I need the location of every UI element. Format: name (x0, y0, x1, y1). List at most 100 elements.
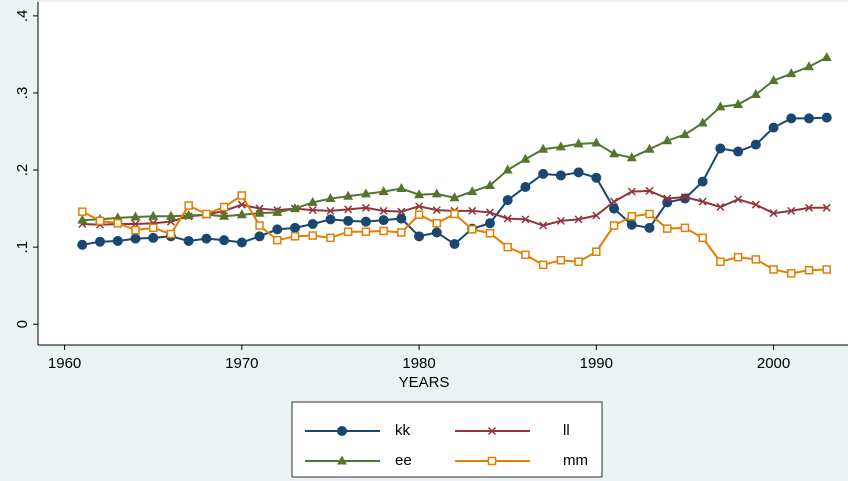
marker (644, 143, 655, 153)
marker (397, 207, 406, 216)
marker (237, 200, 246, 209)
marker (485, 228, 495, 238)
legend-box (291, 401, 603, 478)
marker (573, 138, 584, 148)
marker (626, 219, 637, 230)
marker (502, 195, 513, 206)
y-tick-label: 0 (14, 320, 31, 328)
marker (680, 192, 689, 202)
marker (378, 215, 389, 226)
marker (467, 186, 478, 196)
marker (431, 188, 442, 198)
marker (715, 143, 726, 154)
marker (521, 250, 530, 260)
marker (769, 265, 778, 274)
marker (822, 203, 831, 212)
marker (804, 61, 815, 71)
marker (555, 141, 566, 151)
marker (468, 206, 477, 215)
marker (273, 235, 282, 245)
marker (697, 117, 708, 127)
marker (202, 209, 211, 219)
marker (431, 227, 442, 238)
marker (396, 183, 407, 193)
marker (768, 122, 779, 133)
marker (751, 255, 761, 264)
marker (769, 209, 778, 218)
marker (414, 210, 424, 219)
marker (272, 206, 283, 216)
marker (379, 226, 388, 236)
marker (95, 236, 106, 247)
marker (609, 221, 619, 230)
marker (343, 215, 354, 226)
legend-label: ll (563, 422, 570, 439)
marker (539, 221, 548, 230)
marker (822, 265, 831, 274)
marker (219, 202, 229, 212)
marker (487, 456, 497, 466)
marker (130, 233, 141, 244)
marker (396, 213, 407, 224)
marker (716, 257, 725, 267)
marker (487, 426, 497, 436)
marker (450, 209, 459, 219)
marker (609, 148, 620, 158)
marker (679, 193, 690, 204)
marker (520, 181, 531, 192)
marker (337, 426, 347, 436)
marker (361, 203, 370, 212)
marker (662, 224, 672, 233)
marker (662, 197, 673, 208)
marker (166, 229, 176, 239)
marker (663, 194, 672, 203)
marker (219, 210, 230, 220)
marker (502, 164, 513, 174)
marker (698, 233, 707, 243)
y-tick-label: .4 (14, 10, 31, 23)
marker (378, 186, 389, 196)
marker (804, 265, 814, 275)
marker (787, 269, 796, 278)
marker (733, 252, 743, 262)
marker (627, 187, 636, 196)
marker (680, 223, 690, 233)
marker (326, 233, 335, 243)
marker (343, 190, 354, 200)
marker (148, 223, 158, 233)
x-tick-label: 1970 (225, 355, 258, 372)
marker (556, 255, 566, 265)
legend-label: kk (395, 422, 411, 439)
y-tick-label: .3 (14, 87, 31, 100)
marker (308, 206, 317, 215)
marker (733, 99, 744, 109)
x-tick-label: 2000 (757, 355, 790, 372)
marker (644, 222, 655, 233)
marker (95, 216, 105, 226)
marker (183, 210, 194, 220)
marker (591, 137, 602, 147)
marker (626, 152, 637, 162)
marker (326, 206, 335, 215)
plot-area (38, 2, 848, 345)
marker (201, 233, 212, 244)
marker (574, 215, 583, 224)
marker (538, 143, 549, 153)
marker (414, 189, 425, 199)
marker (555, 170, 566, 181)
marker (449, 192, 460, 202)
marker (307, 218, 318, 229)
marker (484, 218, 495, 229)
legend-label: mm (563, 452, 588, 469)
marker (503, 242, 512, 252)
marker (308, 231, 317, 240)
marker (610, 197, 619, 206)
marker (290, 203, 301, 213)
marker (78, 207, 87, 216)
marker (272, 224, 283, 235)
marker (609, 203, 620, 214)
marker (485, 208, 494, 217)
marker (183, 235, 194, 246)
marker (449, 239, 460, 250)
